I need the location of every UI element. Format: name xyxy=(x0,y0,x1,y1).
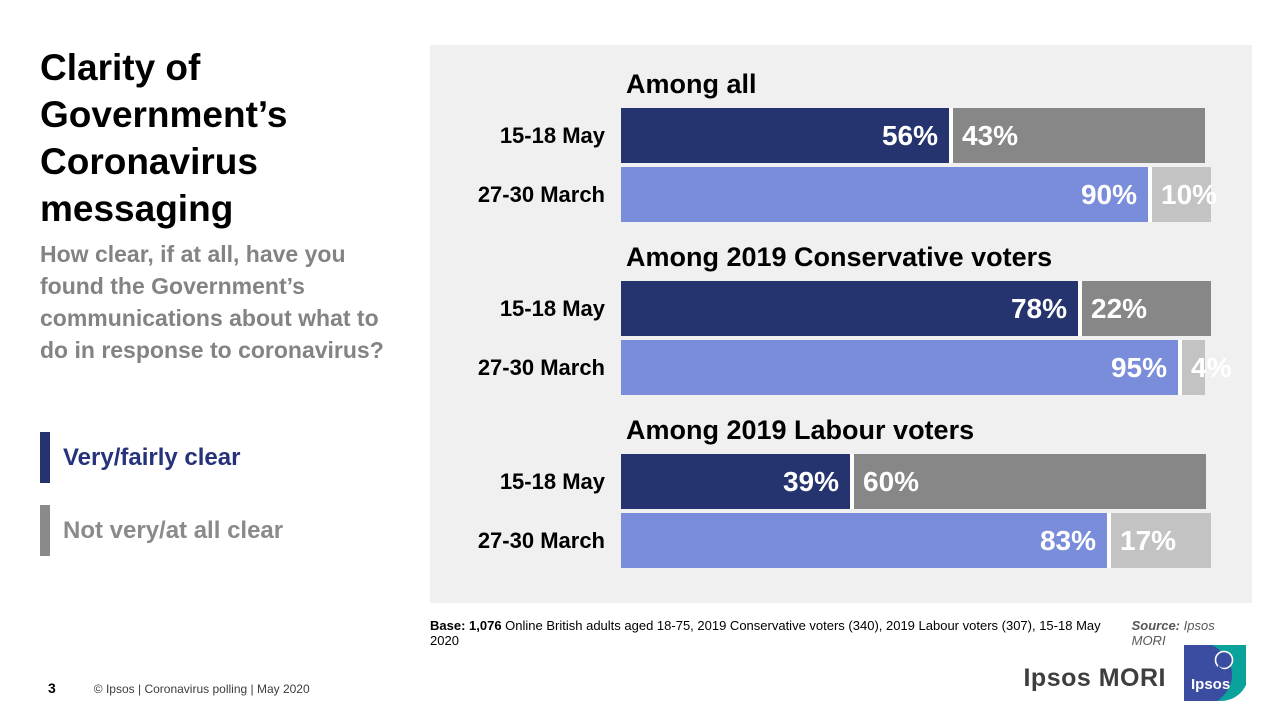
bar-row: 27-30 March 83% 17% xyxy=(430,513,1252,568)
data-label: 90% xyxy=(1080,178,1137,210)
base-text: Base: 1,076 Online British adults aged 1… xyxy=(430,618,1132,648)
stacked-bar: 78% 22% xyxy=(621,281,1211,336)
group-title: Among 2019 Conservative voters xyxy=(626,242,1053,272)
survey-question: How clear, if at all, have you found the… xyxy=(40,241,384,363)
legend-item-not-clear: Not very/at all clear xyxy=(40,505,283,556)
data-label: 83% xyxy=(1039,524,1096,556)
source-value: Ipsos MORI xyxy=(1131,618,1215,648)
copyright-text: © Ipsos | Coronavirus polling | May 2020 xyxy=(93,682,310,696)
bar-row: 15-18 May 56% 43% xyxy=(430,108,1252,163)
segment-not-clear: 43% xyxy=(953,108,1205,163)
segment-not-clear: 22% xyxy=(1082,281,1211,336)
row-label: 15-18 May xyxy=(499,468,605,494)
legend-swatch-clear xyxy=(40,432,50,483)
chart-group: Among 2019 Conservative voters 15-18 May 7… xyxy=(430,242,1252,395)
segment-clear: 78% xyxy=(621,281,1078,336)
segment-not-clear: 10% xyxy=(1152,167,1217,222)
stacked-bar: 90% 10% xyxy=(621,167,1217,222)
ipsos-mori-wordmark: Ipsos MORI xyxy=(1023,664,1166,692)
legend-item-clear: Very/fairly clear xyxy=(40,432,283,483)
stacked-bar: 39% 60% xyxy=(621,454,1206,509)
row-label: 15-18 May xyxy=(499,295,605,321)
data-label: 4% xyxy=(1191,351,1232,383)
ipsos-logo-teal-shape xyxy=(1212,645,1246,701)
data-label: 78% xyxy=(1010,292,1067,324)
bar-row: 15-18 May 39% 60% xyxy=(430,454,1252,509)
ipsos-logo-head-icon xyxy=(1214,650,1234,670)
segment-clear: 39% xyxy=(621,454,850,509)
ipsos-logo-neck xyxy=(1218,665,1230,675)
source-label: Source: xyxy=(1131,618,1181,633)
row-label: 15-18 May xyxy=(499,122,605,148)
stacked-bar: 56% 43% xyxy=(621,108,1205,163)
page-number: 3 xyxy=(48,680,56,696)
chart-group: Among all 15-18 May 56% 43% 27-30 March 90% 10… xyxy=(430,69,1252,222)
source-note: Source: Ipsos MORI xyxy=(1132,618,1252,648)
chart-legend: Very/fairly clear Not very/at all clear xyxy=(40,432,283,578)
bar-row: 15-18 May 78% 22% xyxy=(430,281,1252,336)
segment-clear: 83% xyxy=(621,513,1107,568)
data-label: 60% xyxy=(863,465,920,497)
stacked-bar: 95% 4% xyxy=(621,340,1231,395)
data-label: 39% xyxy=(782,465,839,497)
segment-not-clear: 60% xyxy=(854,454,1206,509)
chart-panel: Among all 15-18 May 56% 43% 27-30 March 90% 10… xyxy=(430,45,1252,603)
data-label: 10% xyxy=(1161,178,1218,210)
bar-row: 27-30 March 90% 10% xyxy=(430,167,1252,222)
base-note: Base: 1,076 Online British adults aged 1… xyxy=(430,618,1252,648)
ipsos-logo-text: Ipsos xyxy=(1191,676,1230,693)
page-title: Clarity of Government’s Coronavirus mess… xyxy=(40,47,288,229)
data-label: 56% xyxy=(881,119,938,151)
stacked-bar-chart: Among all 15-18 May 56% 43% 27-30 March 90% 10… xyxy=(430,69,1252,568)
legend-swatch-not-clear xyxy=(40,505,50,556)
legend-label-not-clear: Not very/at all clear xyxy=(63,516,284,544)
data-label: 22% xyxy=(1091,292,1148,324)
data-label: 17% xyxy=(1120,524,1177,556)
ipsos-logo-white-corner xyxy=(1220,685,1246,701)
legend-label-clear: Very/fairly clear xyxy=(63,443,241,471)
segment-not-clear: 4% xyxy=(1182,340,1231,395)
data-label: 43% xyxy=(962,119,1019,151)
row-label: 27-30 March xyxy=(477,181,605,207)
data-label: 95% xyxy=(1110,351,1167,383)
ipsos-logo: Ipsos xyxy=(1184,645,1246,701)
segment-clear: 95% xyxy=(621,340,1178,395)
stacked-bar: 83% 17% xyxy=(621,513,1211,568)
footer: 3 © Ipsos | Coronavirus polling | May 20… xyxy=(48,680,310,696)
segment-not-clear: 17% xyxy=(1111,513,1211,568)
group-title: Among all xyxy=(626,69,757,99)
base-bold: Base: 1,076 xyxy=(430,618,502,633)
row-label: 27-30 March xyxy=(477,354,605,380)
segment-clear: 56% xyxy=(621,108,949,163)
bar-row: 27-30 March 95% 4% xyxy=(430,340,1252,395)
chart-group: Among 2019 Labour voters 15-18 May 39% 60% 2… xyxy=(430,415,1252,568)
segment-clear: 90% xyxy=(621,167,1148,222)
base-rest: Online British adults aged 18-75, 2019 C… xyxy=(430,618,1101,648)
row-label: 27-30 March xyxy=(477,527,605,553)
group-title: Among 2019 Labour voters xyxy=(626,415,975,445)
